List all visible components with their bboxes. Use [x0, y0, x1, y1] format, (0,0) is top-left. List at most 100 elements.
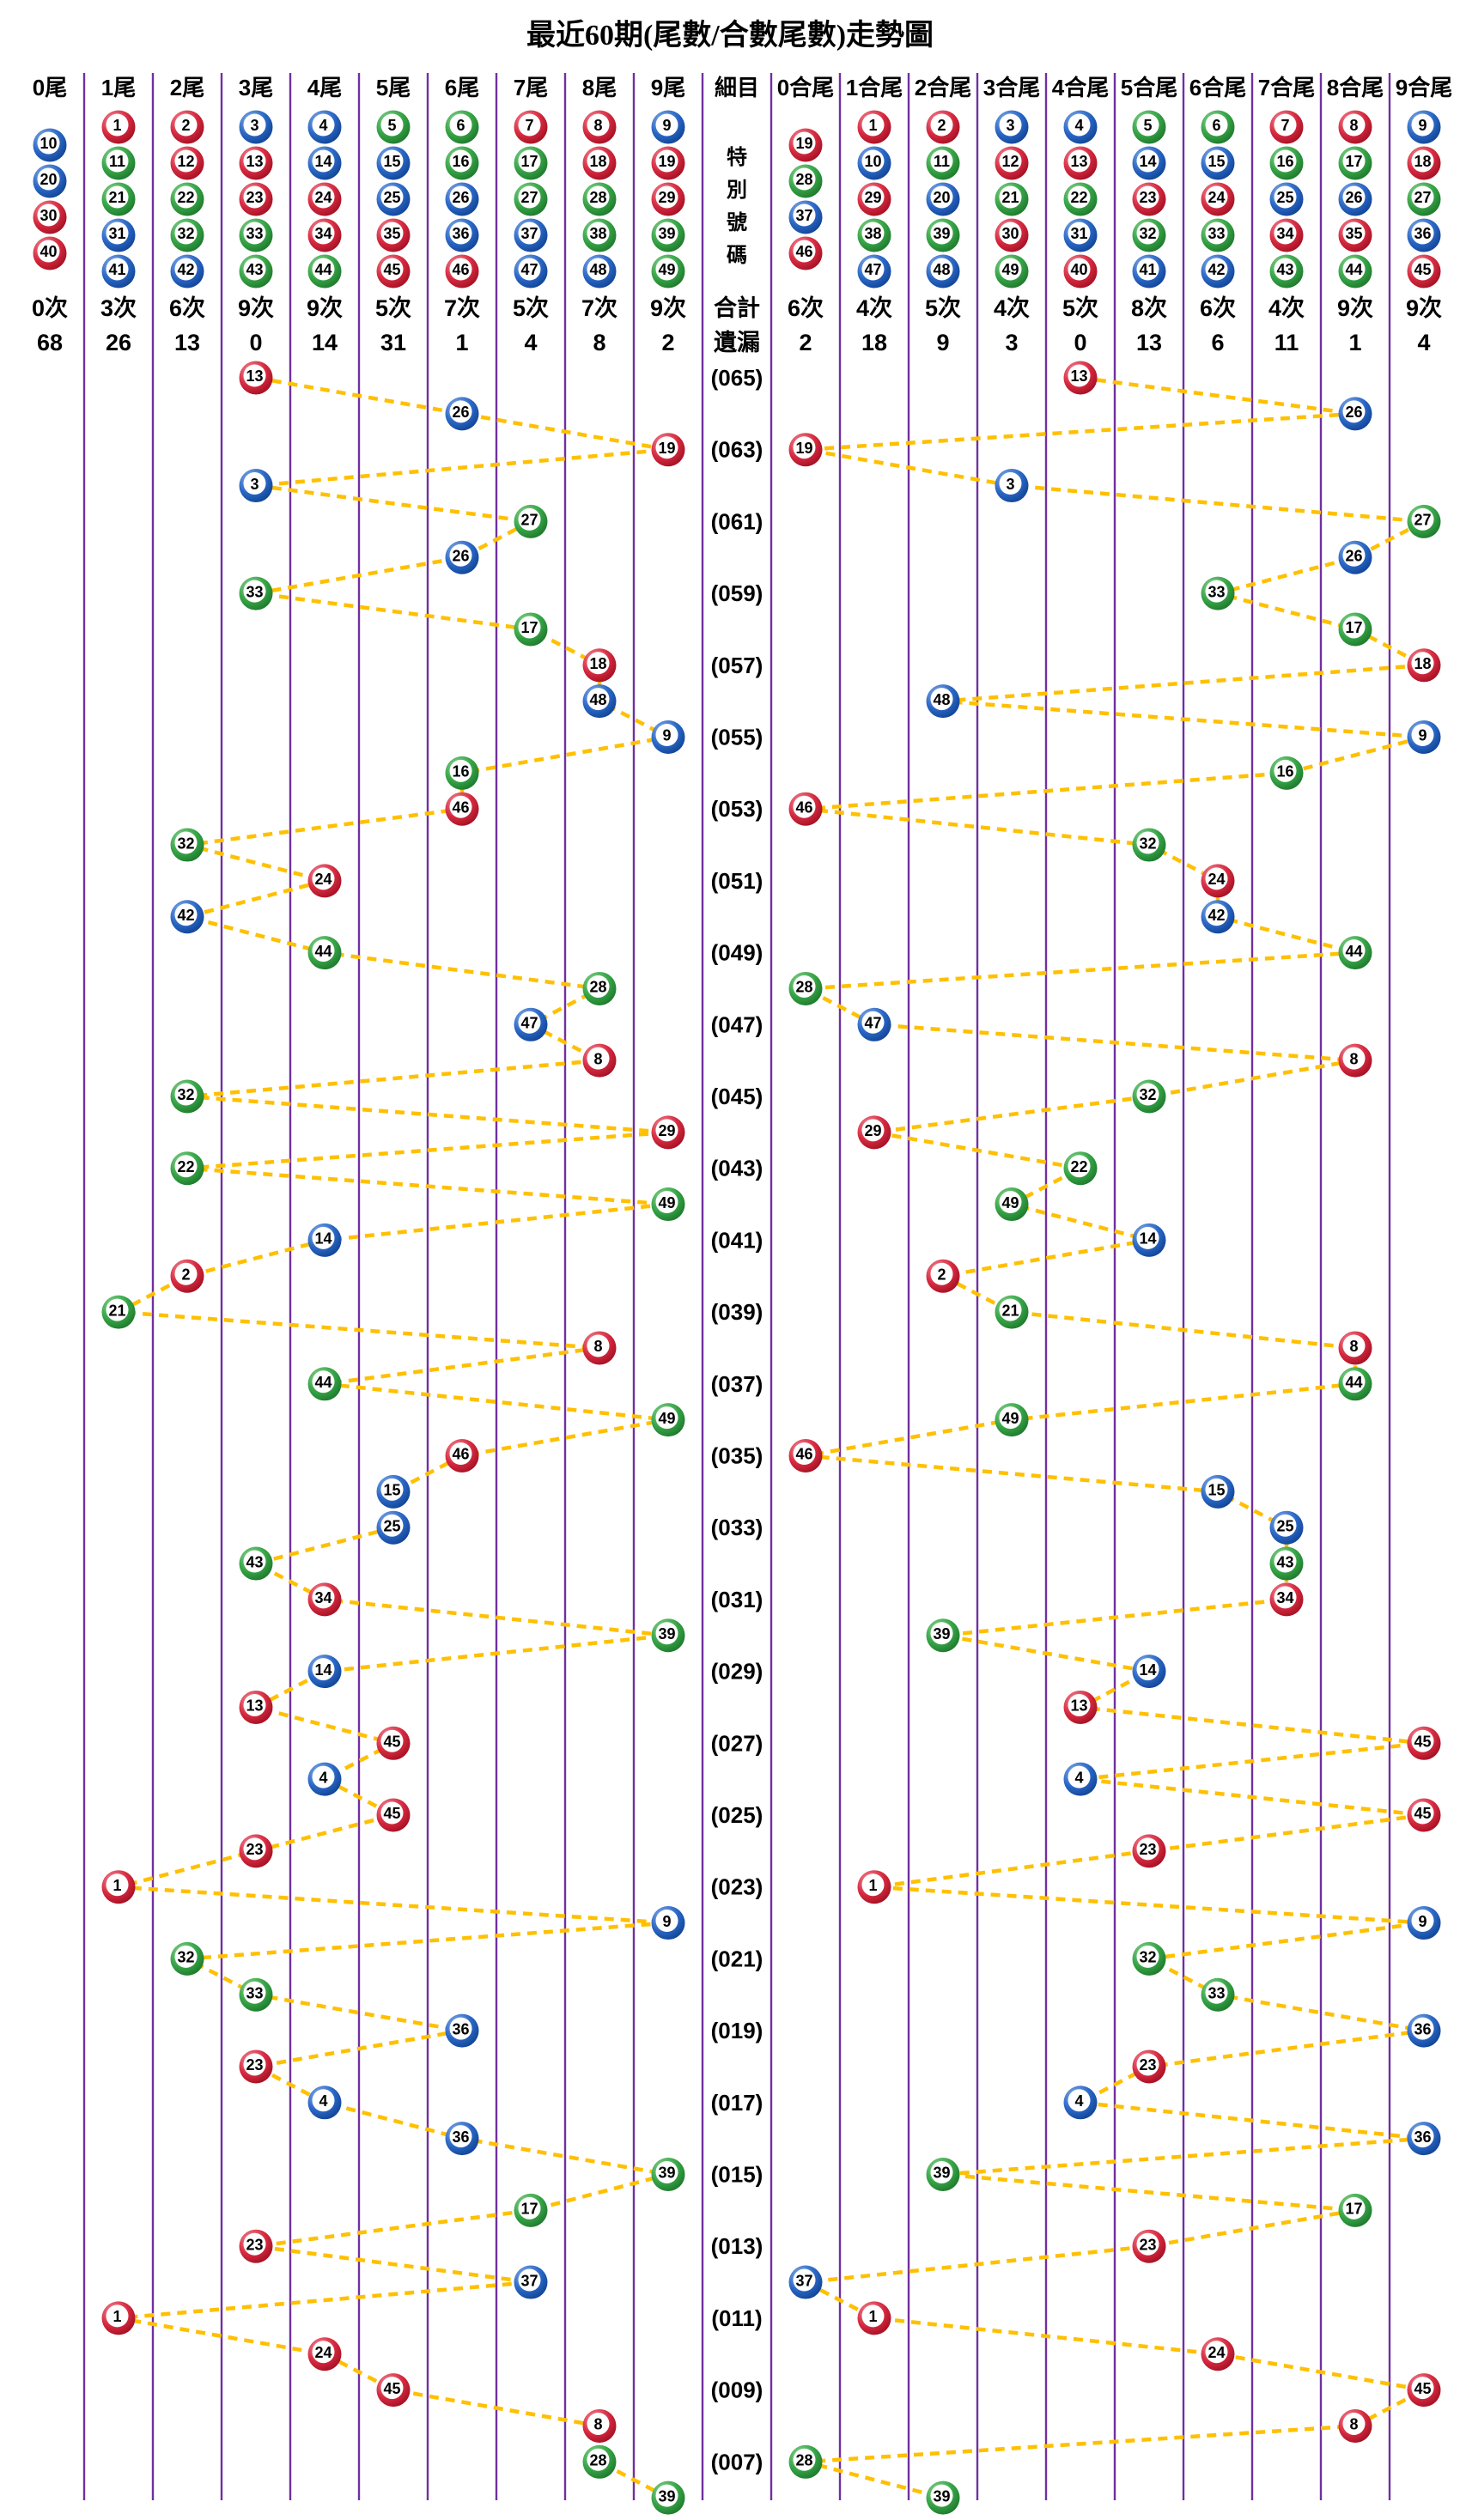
ball-number: 24	[1208, 189, 1225, 206]
ball-number: 43	[246, 261, 263, 278]
legend-ball: 6	[1201, 110, 1235, 144]
ball-number: 47	[520, 1015, 538, 1032]
chart-ball-sumtail: 15	[1201, 1474, 1235, 1509]
chart-ball-tail: 34	[307, 1582, 342, 1617]
period-label: (059)	[711, 580, 763, 606]
ball-face	[861, 185, 885, 209]
period-label: (061)	[711, 508, 763, 534]
chart-ball-tail: 28	[582, 2444, 617, 2479]
miss-cell-tail-7: 4	[524, 330, 537, 355]
ball-number: 43	[246, 1553, 263, 1570]
chart-ball-sumtail: 36	[1407, 2122, 1441, 2156]
chart-ball-sumtail: 17	[1338, 612, 1372, 647]
ball-number: 40	[1070, 261, 1087, 278]
ball-number: 33	[246, 583, 263, 600]
ball-number: 8	[1349, 1338, 1358, 1355]
legend-ball: 6	[445, 110, 479, 144]
chart-ball-sumtail: 45	[1407, 1798, 1441, 1832]
ball-number: 49	[1001, 261, 1019, 278]
legend-ball: 35	[1338, 218, 1372, 252]
chart-ball-tail: 29	[651, 1115, 685, 1150]
chart-ball-sumtail: 13	[1063, 361, 1098, 395]
legend-ball: 11	[926, 146, 960, 180]
ball-face	[1411, 2125, 1434, 2148]
ball-face	[449, 258, 472, 281]
ball-face	[861, 113, 885, 137]
right-trend-line	[798, 375, 1432, 2500]
ball-face	[518, 507, 541, 531]
miss-cell-tail-0: 68	[37, 330, 63, 355]
chart-ball-sumtail: 14	[1132, 1223, 1166, 1257]
ball-face	[861, 149, 885, 173]
total-cell-sumtail-2: 5次	[925, 295, 961, 321]
legend-ball: 36	[1407, 218, 1441, 252]
chart-ball-tail: 14	[307, 1223, 342, 1257]
ball-face	[930, 2161, 953, 2183]
ball-face	[449, 543, 472, 567]
ball-number: 33	[1208, 583, 1225, 600]
ball-number: 22	[1070, 1158, 1087, 1175]
ball-number: 28	[589, 189, 606, 206]
ball-number: 17	[1345, 2201, 1362, 2218]
period-label: (057)	[711, 653, 763, 678]
ball-face	[1068, 1765, 1091, 1788]
ball-face	[449, 185, 472, 209]
chart-ball-sumtail: 26	[1338, 397, 1372, 431]
ball-face	[1342, 113, 1366, 137]
ball-number: 43	[1276, 261, 1293, 278]
ball-number: 49	[1001, 1194, 1019, 1211]
ball-face	[1205, 580, 1228, 603]
ball-number: 13	[246, 1697, 263, 1715]
column-header-sumtail-5: 5合尾	[1121, 75, 1177, 100]
chart-ball-sumtail: 28	[788, 971, 823, 1005]
ball-number: 45	[383, 1734, 400, 1751]
ball-number: 44	[314, 1374, 332, 1391]
ball-number: 9	[1418, 1913, 1427, 1930]
chart-ball-tail: 39	[651, 1618, 685, 1653]
ball-number: 29	[864, 1122, 881, 1139]
miss-cell-sumtail-6: 6	[1211, 330, 1224, 355]
chart-ball-sumtail: 21	[995, 1295, 1029, 1329]
ball-number: 8	[593, 117, 602, 134]
ball-face	[312, 1658, 335, 1681]
ball-face	[37, 167, 60, 191]
legend-ball: 13	[239, 146, 273, 180]
ball-number: 9	[1418, 117, 1427, 134]
chart-ball-sumtail: 42	[1201, 900, 1235, 934]
ball-number: 26	[452, 547, 469, 564]
ball-face	[587, 652, 610, 675]
total-cell-sumtail-5: 8次	[1131, 295, 1167, 321]
miss-cell-sumtail-3: 3	[1005, 330, 1018, 355]
ball-number: 28	[589, 979, 606, 996]
chart-ball-tail: 14	[307, 1655, 342, 1689]
period-label: (021)	[711, 1946, 763, 1971]
column-header-sumtail-8: 8合尾	[1327, 75, 1384, 100]
ball-number: 27	[1414, 512, 1431, 529]
ball-face	[243, 185, 266, 209]
chart-ball-tail: 17	[514, 2193, 548, 2227]
period-label: (029)	[711, 1659, 763, 1685]
legend-ball: 18	[1407, 146, 1441, 180]
ball-number: 20	[40, 171, 57, 188]
chart-ball-tail: 15	[376, 1474, 411, 1509]
ball-number: 4	[1074, 1769, 1083, 1786]
ball-face	[587, 222, 610, 245]
ball-face	[174, 903, 198, 926]
ball-number: 33	[246, 1984, 263, 2001]
legend-ball: 42	[1201, 254, 1235, 288]
legend-ball: 32	[170, 218, 204, 252]
ball-face	[587, 1047, 610, 1070]
ball-number: 31	[108, 225, 125, 242]
chart-ball-tail: 36	[445, 2013, 479, 2048]
ball-number: 48	[933, 691, 950, 708]
ball-face	[174, 222, 198, 245]
ball-number: 15	[1208, 153, 1225, 170]
chart-ball-sumtail: 1	[857, 1870, 891, 1904]
ball-number: 19	[658, 440, 675, 457]
page-title: 最近60期(尾數/合數尾數)走勢圖	[526, 19, 934, 52]
ball-number: 18	[1414, 153, 1431, 170]
chart-ball-tail: 32	[170, 1941, 204, 1976]
ball-face	[243, 1837, 266, 1861]
ball-number: 16	[1276, 763, 1293, 780]
special-number-label-char: 別	[727, 179, 747, 202]
